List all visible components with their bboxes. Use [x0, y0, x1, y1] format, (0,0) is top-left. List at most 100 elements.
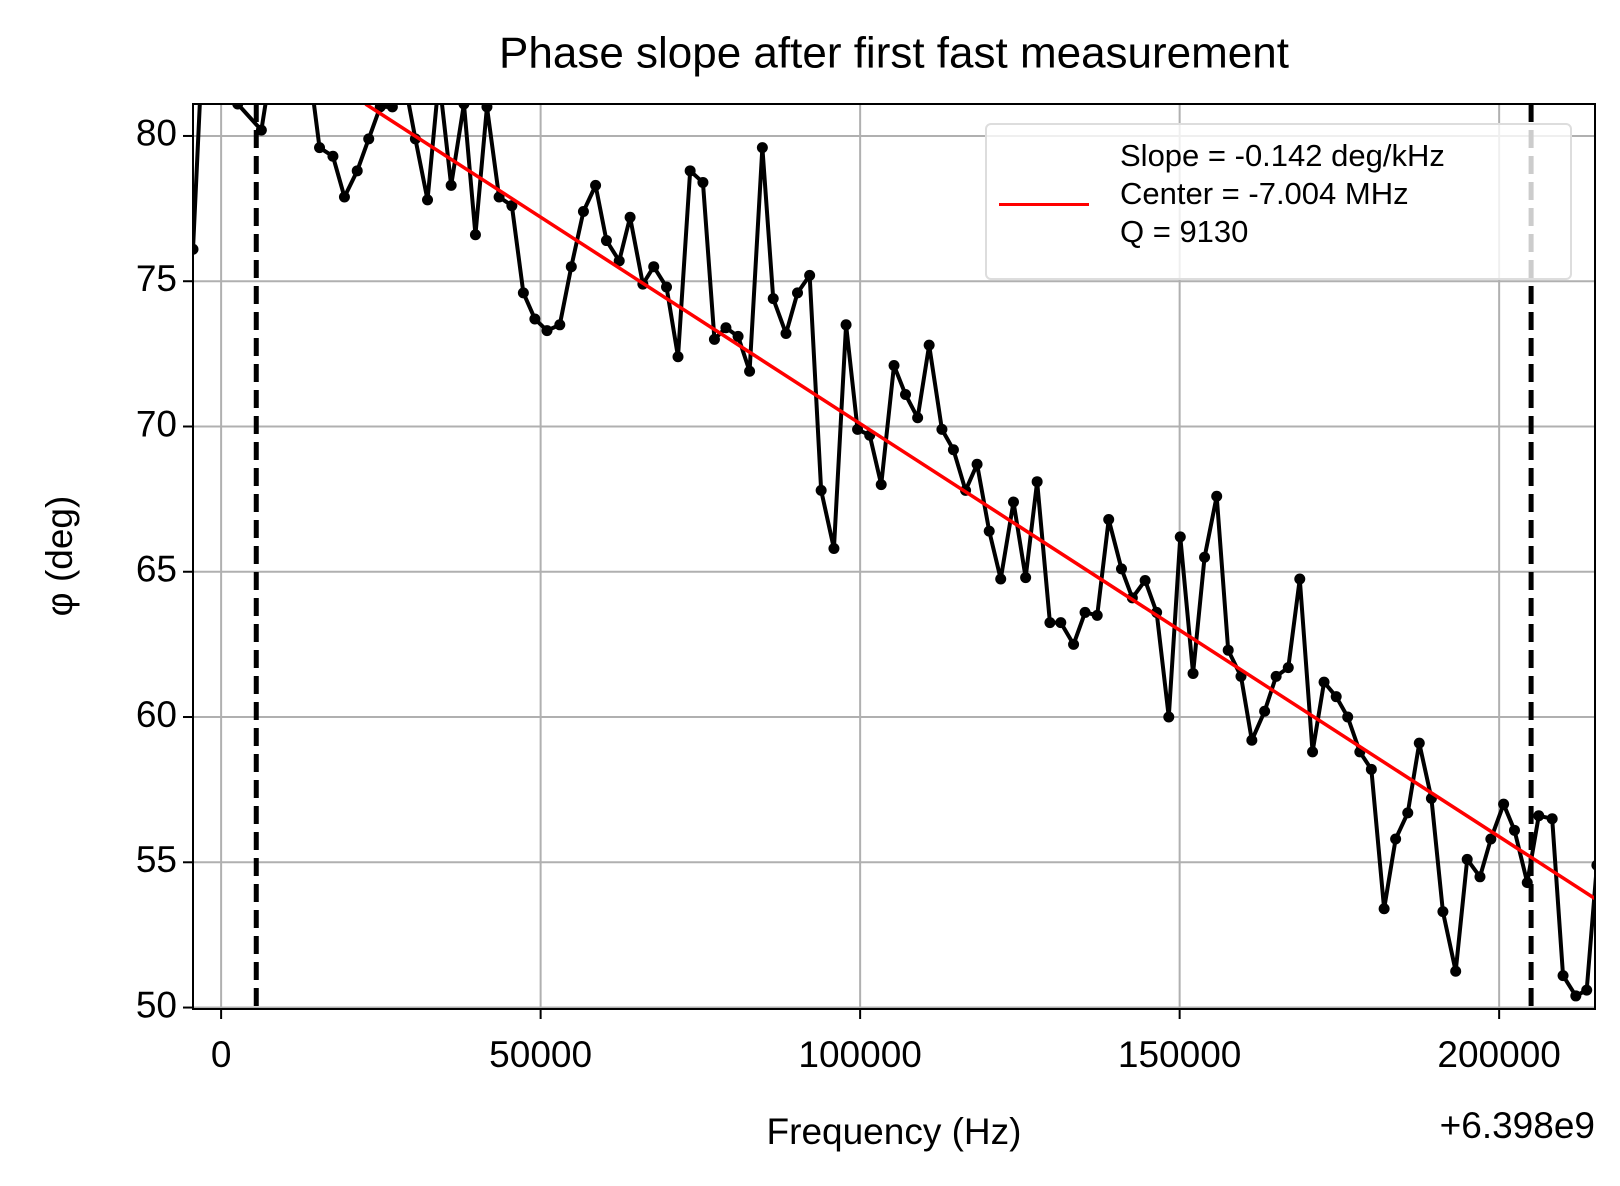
y-tick-label: 75: [136, 258, 177, 299]
x-tick-label: 50000: [489, 1034, 592, 1075]
data-point: [232, 104, 244, 110]
x-tick-label: 100000: [798, 1034, 921, 1075]
data-point: [554, 319, 566, 331]
data-point: [792, 287, 804, 299]
data-point: [613, 255, 625, 267]
data-point: [1163, 711, 1175, 723]
data-point: [1199, 551, 1211, 563]
legend-swatch: [999, 203, 1089, 206]
data-point: [840, 319, 852, 331]
data-point: [434, 72, 445, 83]
y-tick-label: 60: [136, 694, 177, 735]
fit-line: [364, 104, 1595, 901]
data-point: [1007, 496, 1019, 508]
data-point: [912, 412, 924, 424]
data-point: [281, 14, 292, 25]
data-point: [398, 72, 409, 83]
data-point: [577, 205, 589, 217]
data-point: [900, 389, 912, 401]
data-point: [1365, 763, 1377, 775]
data-point: [697, 176, 709, 188]
data-point: [327, 150, 339, 162]
data-point: [1390, 833, 1402, 845]
data-point: [314, 142, 326, 154]
data-point: [529, 313, 541, 325]
data-point: [732, 330, 744, 342]
chart-title: Phase slope after first fast measurement: [499, 29, 1289, 78]
data-point: [1020, 572, 1032, 584]
y-tick-label: 70: [136, 403, 177, 444]
data-point: [1091, 609, 1103, 621]
data-point: [672, 351, 684, 363]
data-point: [923, 339, 935, 351]
data-point: [1103, 513, 1115, 525]
data-point: [1437, 906, 1449, 918]
data-point: [1031, 476, 1043, 488]
data-point: [624, 211, 636, 223]
data-point: [852, 423, 864, 435]
data-point: [1546, 813, 1558, 825]
data-point: [1294, 573, 1306, 585]
data-point: [1508, 824, 1520, 836]
y-tick-label: 55: [136, 839, 177, 880]
data-point: [1259, 705, 1271, 717]
plot-frame: [192, 103, 1596, 1010]
data-point: [386, 104, 398, 113]
data-point: [255, 124, 267, 136]
data-point: [305, 72, 316, 83]
data-point: [1570, 990, 1582, 1002]
data-point: [506, 200, 518, 212]
data-point: [481, 104, 493, 113]
data-point: [1557, 970, 1569, 982]
data-point: [936, 423, 948, 435]
data-point: [1139, 574, 1151, 586]
data-point: [1591, 860, 1595, 871]
data-point: [1533, 810, 1545, 822]
data-point: [469, 229, 481, 241]
y-tick-label: 80: [136, 113, 177, 154]
data-point: [744, 365, 756, 377]
data-point: [1581, 984, 1593, 996]
data-point: [828, 543, 840, 555]
data-point: [888, 359, 900, 371]
data-point: [363, 133, 375, 145]
legend-label: Slope = -0.142 deg/kHz Center = -7.004 M…: [1120, 138, 1445, 249]
data-point: [445, 179, 457, 191]
data-point: [971, 458, 983, 470]
data-point: [1068, 638, 1080, 650]
data-point: [983, 525, 995, 537]
data-point: [1246, 734, 1258, 746]
data-point: [351, 165, 363, 177]
data-point: [684, 165, 696, 177]
y-tick-label: 50: [136, 984, 177, 1025]
x-tick-label: 0: [211, 1034, 232, 1075]
data-point: [600, 235, 612, 247]
data-point: [1461, 853, 1473, 865]
data-point: [815, 484, 827, 496]
data-point: [294, 43, 305, 54]
data-point: [493, 191, 505, 203]
data-point: [947, 444, 959, 456]
data-point: [1485, 833, 1497, 845]
data-point: [767, 293, 779, 305]
data-point: [1282, 662, 1294, 674]
data-point: [590, 179, 602, 191]
data-point: [1378, 903, 1390, 915]
data-point: [661, 281, 673, 293]
data-point: [1474, 871, 1486, 883]
x-axis-label: Frequency (Hz): [767, 1111, 1022, 1152]
data-point: [1342, 711, 1354, 723]
x-offset-label: +6.398e9: [1440, 1105, 1595, 1146]
plot-area: [193, 14, 1595, 1009]
data-point: [269, 43, 280, 54]
data-point: [220, 14, 231, 25]
data-point: [1498, 798, 1510, 810]
legend: Slope = -0.142 deg/kHz Center = -7.004 M…: [985, 123, 1572, 280]
data-point: [1079, 606, 1091, 618]
data-point: [422, 194, 434, 206]
data-point: [780, 328, 792, 340]
data-point: [995, 573, 1007, 585]
data-point: [708, 333, 720, 345]
